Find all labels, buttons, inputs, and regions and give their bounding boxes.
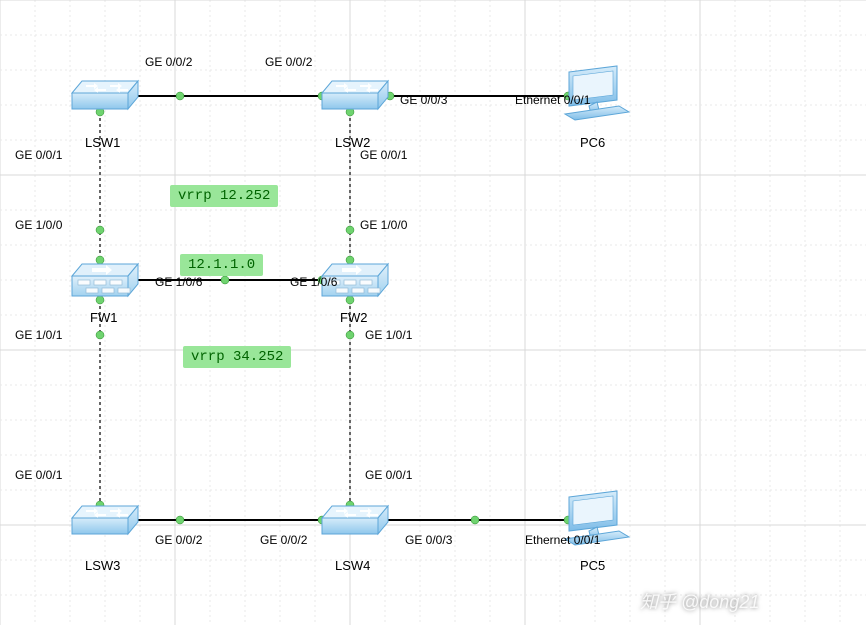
port-label-0-a: GE 0/0/2 (145, 55, 192, 69)
port-label-2-b: GE 1/0/0 (15, 218, 62, 232)
port-label-2-a: GE 0/0/1 (15, 148, 62, 162)
port-label-4-b: GE 1/0/6 (290, 275, 337, 289)
port-label-0-b: GE 0/0/2 (265, 55, 312, 69)
port-label-6-b: GE 0/0/1 (365, 468, 412, 482)
device-label-lsw3: LSW3 (85, 558, 120, 573)
port-label-7-a: GE 0/0/2 (155, 533, 202, 547)
device-label-fw2: FW2 (340, 310, 367, 325)
port-label-3-a: GE 0/0/1 (360, 148, 407, 162)
port-label-8-a: GE 0/0/3 (405, 533, 452, 547)
links-layer (96, 92, 572, 524)
topology-canvas: LSW1LSW2PC6FW1FW2LSW3LSW4PC5GE 0/0/2GE 0… (0, 0, 866, 625)
subnet-label-0: 12.1.1.0 (180, 254, 263, 276)
port-label-3-b: GE 1/0/0 (360, 218, 407, 232)
port-label-5-b: GE 0/0/1 (15, 468, 62, 482)
port-label-1-a: GE 0/0/3 (400, 93, 447, 107)
port-label-8-b: Ethernet 0/0/1 (525, 533, 600, 547)
port-label-7-b: GE 0/0/2 (260, 533, 307, 547)
device-label-fw1: FW1 (90, 310, 117, 325)
device-label-pc6: PC6 (580, 135, 605, 150)
device-label-lsw4: LSW4 (335, 558, 370, 573)
device-label-lsw1: LSW1 (85, 135, 120, 150)
port-label-4-a: GE 1/0/6 (155, 275, 202, 289)
device-label-pc5: PC5 (580, 558, 605, 573)
port-label-1-b: Ethernet 0/0/1 (515, 93, 590, 107)
port-label-6-a: GE 1/0/1 (365, 328, 412, 342)
vrrp-label-1: vrrp 34.252 (183, 346, 291, 368)
vrrp-label-0: vrrp 12.252 (170, 185, 278, 207)
port-label-5-a: GE 1/0/1 (15, 328, 62, 342)
